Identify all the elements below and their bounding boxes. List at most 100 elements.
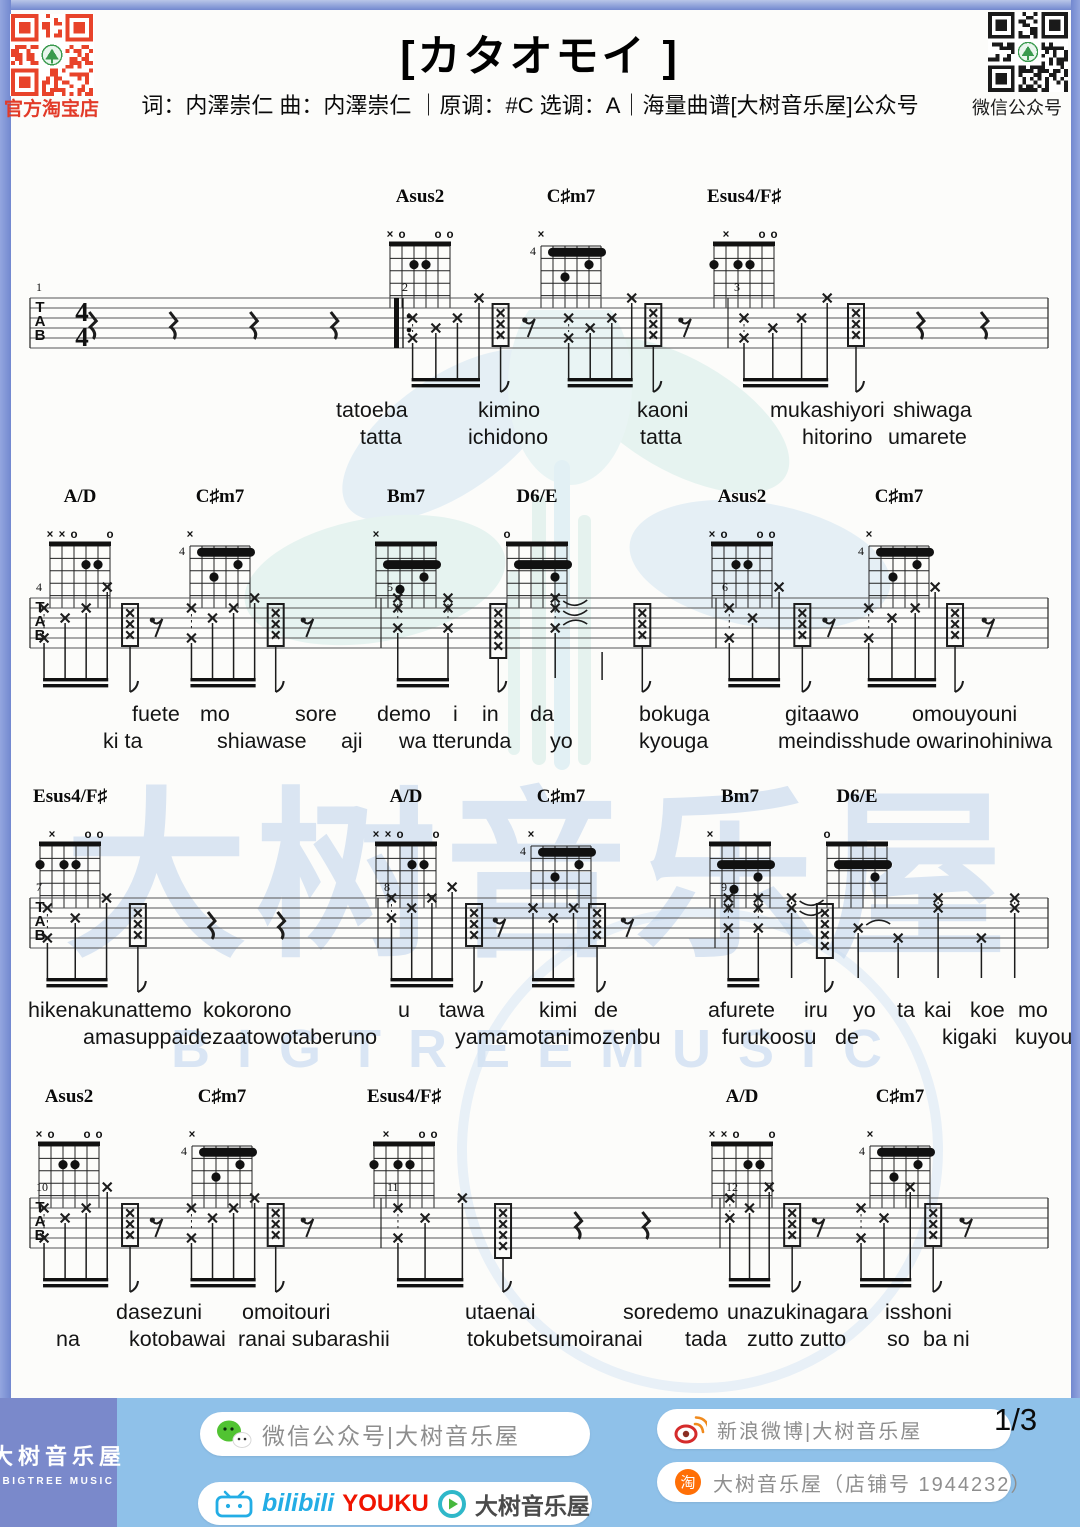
lyric-token: tada — [685, 1327, 727, 1351]
svg-text:1: 1 — [36, 280, 42, 294]
svg-text:A: A — [35, 1213, 46, 1230]
lyric-token: tawa — [439, 998, 485, 1022]
lyric-token: wa tterunda — [399, 729, 512, 753]
lyric-token: da — [530, 702, 554, 726]
svg-text:6: 6 — [722, 580, 728, 594]
chord-name-Asus2: Asus2 — [717, 486, 767, 507]
chord-name-Bm7: Bm7 — [721, 786, 759, 807]
lyric-token: hitorino — [802, 425, 873, 449]
svg-text:A: A — [35, 313, 46, 330]
svg-text:T: T — [35, 899, 44, 916]
lyric-token: de — [594, 998, 618, 1022]
svg-text:×: × — [373, 529, 380, 541]
svg-text:×: × — [709, 1129, 716, 1141]
bilibili-icon — [214, 1489, 254, 1519]
svg-text:×: × — [387, 229, 394, 241]
svg-text:×: × — [373, 829, 380, 841]
page-border-right — [1071, 0, 1080, 1398]
svg-text:4: 4 — [520, 844, 526, 858]
svg-text:o: o — [503, 529, 510, 541]
lyric-token: amasuppaidezaatowotaberuno — [83, 1025, 378, 1049]
svg-text:淘: 淘 — [680, 1475, 695, 1492]
youku-icon — [437, 1489, 467, 1519]
lyric-token: demo — [377, 702, 431, 726]
brand-block: 大树音乐屋 BIGTREE MUSIC — [0, 1398, 121, 1527]
svg-text:3: 3 — [734, 280, 740, 294]
taobao-icon: 淘 — [673, 1467, 703, 1497]
lyric-token: aji — [341, 729, 363, 753]
lyric-token: unazukinagara — [727, 1300, 869, 1324]
lyric-token: mukashiyori — [770, 398, 885, 422]
page-number: 1/3 — [994, 1402, 1038, 1437]
lyric-token: isshoni — [885, 1300, 952, 1324]
svg-text:4: 4 — [75, 322, 89, 352]
svg-text:o: o — [432, 829, 439, 841]
svg-text:×: × — [187, 529, 194, 541]
chord-name-Asus2: Asus2 — [44, 1086, 94, 1107]
song-credits: 词：内澤崇仁 曲：内澤崇仁 ｜原调：#C 选调：A｜海量曲谱[大树音乐屋]公众号 — [141, 93, 919, 118]
lyric-token: furukoosu — [722, 1025, 817, 1049]
lyric-token: i — [453, 702, 458, 726]
svg-text:4: 4 — [859, 1144, 865, 1158]
chord-name-D6/E: D6/E — [516, 486, 558, 507]
svg-text:o: o — [770, 229, 777, 241]
lyric-token: na — [56, 1327, 80, 1351]
svg-text:10: 10 — [36, 1180, 48, 1194]
lyric-token: kigaki — [942, 1025, 997, 1049]
lyric-token: ichidono — [468, 425, 549, 449]
taobao-pill-text: 大树音乐屋（店铺号 1944232） — [713, 1473, 1033, 1496]
svg-text:T: T — [35, 1199, 44, 1216]
svg-text:o: o — [758, 229, 765, 241]
chord-name-Bm7: Bm7 — [387, 486, 425, 507]
chord-name-Esus4/F#: Esus4/F♯ — [707, 186, 781, 207]
chord-name-C#m7: C♯m7 — [875, 1086, 925, 1107]
svg-text:o: o — [720, 529, 727, 541]
svg-text:4: 4 — [858, 544, 864, 558]
svg-text:o: o — [96, 829, 103, 841]
lyric-token: zutto zutto — [747, 1327, 847, 1351]
chord-name-C#m7: C♯m7 — [874, 486, 924, 507]
lyric-token: kyouga — [639, 729, 709, 753]
svg-text:B: B — [35, 327, 46, 344]
chord-name-Asus2: Asus2 — [395, 186, 445, 207]
lyric-token: koe — [970, 998, 1005, 1022]
lyric-token: dasezuni — [116, 1300, 203, 1324]
svg-text:o: o — [768, 529, 775, 541]
lyric-token: kimi — [539, 998, 578, 1022]
lyric-token: ta — [897, 998, 915, 1022]
lyric-token: kuyou — [1015, 1025, 1073, 1049]
chord-name-C#m7: C♯m7 — [536, 786, 586, 807]
bigtree-label: 大树音乐屋 — [474, 1492, 590, 1519]
svg-text:×: × — [49, 829, 56, 841]
lyric-token: utaenai — [465, 1300, 536, 1324]
weibo-icon — [673, 1414, 707, 1444]
lyric-token: tatoeba — [336, 398, 408, 422]
lyric-token: kotobawai — [129, 1327, 226, 1351]
tab-staff: 1 2 3 TAB 44 — [29, 280, 1049, 393]
svg-text:8: 8 — [384, 880, 390, 894]
lyric-token: kai — [924, 998, 952, 1022]
wechat-pill: 微信公众号|大树音乐屋 — [200, 1412, 590, 1456]
svg-text:×: × — [721, 1129, 728, 1141]
chord-name-A/D: A/D — [389, 786, 423, 807]
page-border-left — [0, 0, 11, 1398]
svg-text:o: o — [756, 529, 763, 541]
tab-staff: 7 8 9 TAB — [29, 880, 1049, 993]
svg-text:o: o — [768, 1129, 775, 1141]
svg-text:T: T — [35, 599, 44, 616]
svg-text:o: o — [106, 529, 113, 541]
svg-text:4: 4 — [75, 297, 89, 327]
svg-text:×: × — [709, 529, 716, 541]
svg-text:o: o — [95, 1129, 102, 1141]
svg-text:11: 11 — [387, 1180, 399, 1194]
chord-name-Esus4/F#: Esus4/F♯ — [367, 1086, 441, 1107]
svg-text:5: 5 — [387, 580, 393, 594]
lyric-token: ranai subarashii — [238, 1327, 390, 1351]
video-platforms-pill: bilibili YOUKU 大树音乐屋 — [198, 1482, 592, 1525]
svg-text:×: × — [723, 229, 730, 241]
lyric-token: tokubetsumoiranai — [467, 1327, 643, 1351]
svg-text:o: o — [396, 829, 403, 841]
chord-diagram: ×4 — [530, 229, 606, 309]
